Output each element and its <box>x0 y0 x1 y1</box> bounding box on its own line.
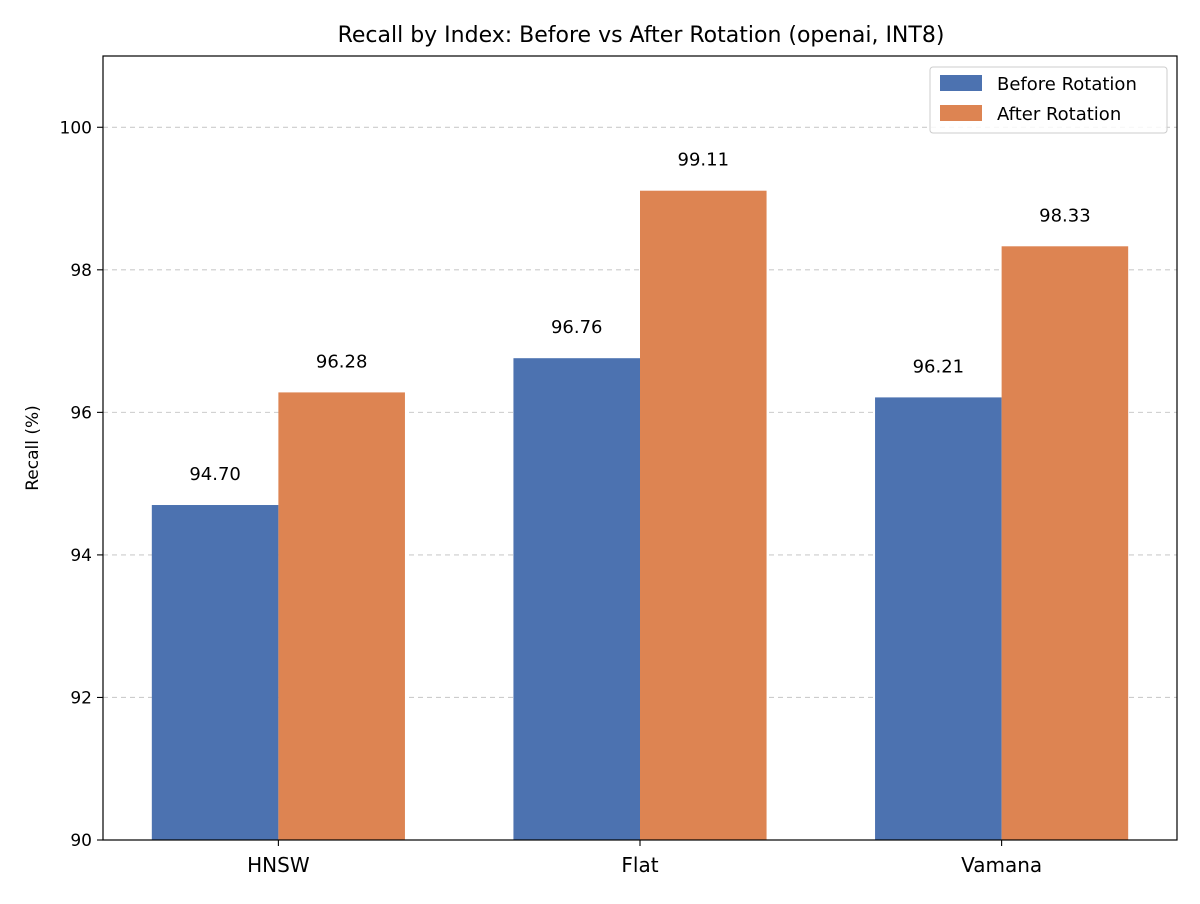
bar <box>278 392 405 840</box>
bar <box>640 190 767 841</box>
y-tick-label: 92 <box>70 688 92 708</box>
y-axis-label: Recall (%) <box>23 405 43 491</box>
bar-value-label: 94.70 <box>189 464 241 485</box>
x-tick-label: HNSW <box>247 853 310 877</box>
bar <box>1001 246 1129 840</box>
legend-frame <box>929 66 1168 134</box>
y-tick-label: 90 <box>70 831 92 851</box>
y-tick-label: 100 <box>60 118 92 138</box>
y-tick-label: 94 <box>70 546 92 566</box>
bar-value-label: 99.11 <box>678 150 730 171</box>
legend-swatch <box>940 75 982 91</box>
bar <box>151 505 279 840</box>
bar-value-label: 96.21 <box>913 356 965 377</box>
legend: Before Rotation After Rotation <box>929 66 1168 134</box>
legend-label: Before Rotation <box>997 74 1137 95</box>
bar <box>513 358 640 840</box>
y-tick-label: 98 <box>70 261 92 281</box>
bar <box>875 397 1002 840</box>
bar-labels-group: 94.70 96.28 96.76 99.11 96.21 98.33 <box>189 150 1090 485</box>
bar-value-label: 98.33 <box>1039 205 1091 226</box>
bar-value-label: 96.28 <box>316 351 368 372</box>
legend-swatch <box>940 105 982 121</box>
legend-label: After Rotation <box>997 104 1121 125</box>
x-axis: HNSW Flat Vamana <box>247 840 1042 877</box>
x-tick-label: Vamana <box>961 853 1042 877</box>
x-tick-label: Flat <box>621 853 658 877</box>
bar-value-label: 96.76 <box>551 317 603 338</box>
chart-title: Recall by Index: Before vs After Rotatio… <box>338 23 945 48</box>
y-axis: 90 92 94 96 98 100 <box>60 118 103 851</box>
bars-group <box>151 190 1129 841</box>
y-tick-label: 96 <box>70 403 92 423</box>
